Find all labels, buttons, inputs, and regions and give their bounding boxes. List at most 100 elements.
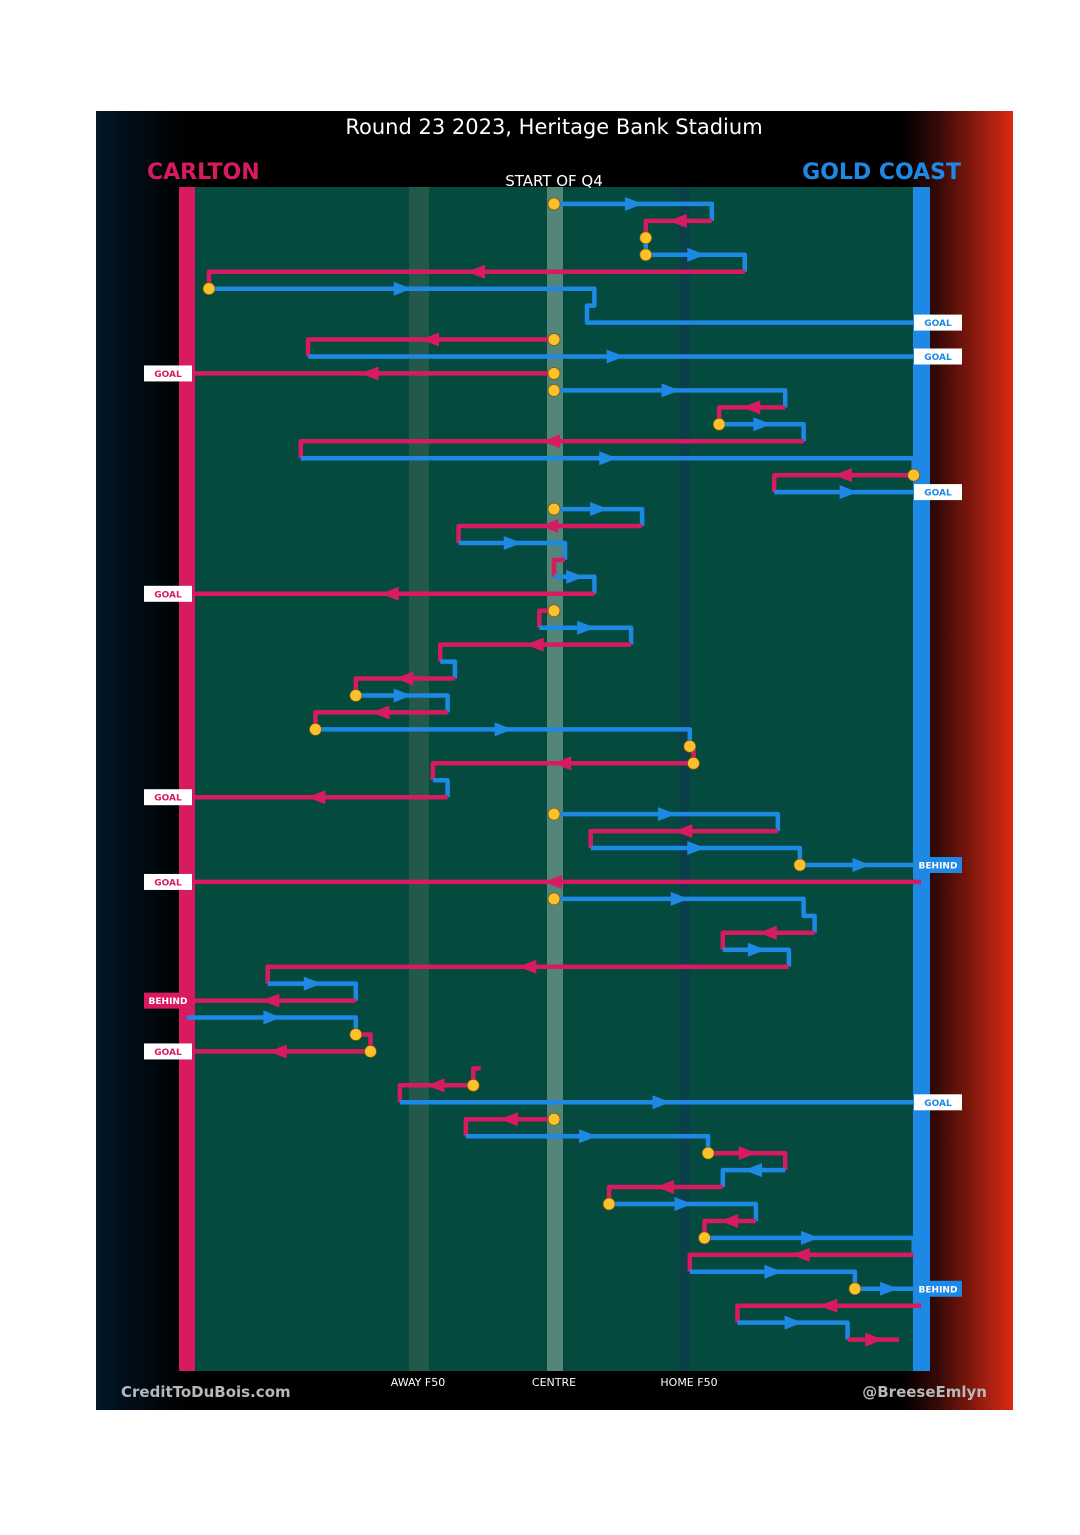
direction-arrow-20	[566, 569, 585, 584]
direction-arrow-9	[661, 383, 680, 398]
outcome-badge-4	[914, 484, 962, 501]
direction-arrow-55	[655, 1180, 674, 1195]
direction-arrow-54	[744, 1163, 763, 1178]
chain-path-35	[588, 828, 778, 848]
home-f50-line	[679, 187, 690, 1371]
possession-change-marker-5	[547, 333, 561, 346]
possession-change-marker-1	[547, 197, 561, 211]
outcome-label-10: GOAL	[154, 1048, 182, 1058]
credit-right: @BreeseEmlyn	[862, 1383, 987, 1401]
tick-label-home-f50: HOME F50	[660, 1376, 717, 1389]
chain-path-18	[458, 540, 568, 560]
direction-arrow-17	[540, 519, 559, 533]
chain-path-11	[719, 422, 806, 442]
possession-change-marker-6	[547, 367, 561, 380]
outcome-badges: GOAL GOAL GOAL GOAL GOAL GOAL BEHIND GOAL BEHIND…	[144, 314, 962, 1297]
possession-change-marker-13	[309, 723, 322, 736]
chain-path-14	[771, 472, 914, 493]
chain-path-9	[554, 388, 788, 408]
goldcoast-goal-line	[913, 187, 930, 1371]
outcome-label-8: GOAL	[154, 878, 182, 888]
possession-change-marker-22	[547, 1112, 561, 1126]
direction-arrow-29	[494, 722, 513, 737]
direction-arrow-27	[393, 688, 412, 703]
direction-arrow-58	[801, 1230, 820, 1245]
chain-path-51	[463, 1117, 554, 1137]
direction-arrow-44	[261, 993, 280, 1008]
direction-arrow-45	[263, 1010, 282, 1025]
chain-path-53	[708, 1150, 788, 1171]
direction-arrow-16	[590, 502, 609, 517]
tick-label-away-f50: AWAY F50	[391, 1376, 445, 1389]
possession-change-marker-4	[202, 282, 216, 296]
chain-paths	[187, 196, 921, 1347]
possession-change-marker-2	[639, 231, 653, 245]
direction-arrow-47	[268, 1044, 287, 1059]
direction-arrow-3	[687, 247, 706, 262]
chain-path-17	[456, 523, 643, 543]
outcome-badge-1	[914, 314, 962, 331]
direction-arrow-14	[833, 468, 852, 483]
outcome-badge-8	[144, 873, 192, 890]
outcome-badge-7	[914, 857, 962, 873]
outcome-label-3: GOAL	[154, 370, 182, 380]
direction-arrow-36	[687, 841, 706, 856]
outcome-badge-12	[914, 1280, 962, 1297]
outcome-label-5: GOAL	[154, 590, 182, 600]
chain-path-41	[722, 947, 792, 967]
direction-arrow-57	[720, 1213, 739, 1228]
direction-arrow-56	[674, 1197, 693, 1211]
possession-change-marker-17	[793, 858, 807, 872]
chain-path-62	[735, 1303, 921, 1323]
direction-arrow-1	[624, 196, 643, 211]
possession-change-marker-14	[683, 739, 697, 753]
chain-path-54	[720, 1167, 786, 1187]
direction-arrow-60	[764, 1264, 783, 1279]
period-label: START OF Q4	[505, 172, 603, 190]
chain-path-56	[609, 1201, 759, 1221]
direction-arrow-64	[865, 1332, 884, 1347]
direction-arrow-62	[819, 1298, 838, 1313]
credit-left: CreditToDuBois.com	[121, 1383, 291, 1401]
direction-arrow-35	[674, 824, 693, 839]
outcome-badge-3	[144, 365, 192, 382]
outcome-label-6: GOAL	[154, 794, 182, 804]
possession-change-marker-7	[547, 383, 561, 397]
direction-arrow-15	[839, 485, 858, 500]
direction-arrow-8	[360, 366, 379, 381]
direction-arrow-24	[525, 637, 544, 652]
chain-path-27	[355, 693, 450, 713]
direction-arrow-6	[421, 332, 440, 347]
chain-path-23	[539, 625, 634, 645]
direction-arrow-52	[579, 1129, 598, 1144]
chain-path-32	[432, 778, 450, 798]
direction-arrow-38	[544, 874, 562, 889]
outcome-label-7: BEHIND	[919, 862, 958, 872]
outcome-label-2: GOAL	[924, 353, 952, 363]
chain-path-25	[440, 659, 458, 679]
direction-arrow-23	[577, 620, 596, 635]
possession-change-marker-15	[687, 756, 700, 770]
outcome-badge-2	[914, 348, 962, 365]
chain-path-42	[265, 964, 789, 984]
direction-arrow-63	[784, 1315, 803, 1330]
chain-path-39	[554, 896, 817, 933]
possession-change-marker-18	[547, 892, 561, 906]
direction-arrow-7	[606, 349, 625, 364]
chain-path-49	[397, 1083, 474, 1103]
direction-arrow-59	[791, 1247, 810, 1262]
direction-arrow-37	[852, 858, 871, 872]
carlton-team-label: CARLTON	[147, 160, 260, 185]
direction-arrow-4	[466, 264, 485, 279]
direction-arrow-40	[758, 925, 777, 940]
away-f50-line	[409, 187, 429, 1371]
possession-change-marker-23	[701, 1146, 715, 1160]
centre-line	[547, 187, 563, 1371]
outcome-badge-11	[914, 1094, 962, 1111]
direction-arrow-61	[879, 1281, 898, 1296]
direction-arrow-21	[380, 586, 399, 601]
direction-arrow-34	[657, 807, 676, 822]
outcome-badge-9	[144, 992, 192, 1009]
possession-change-marker-9	[907, 468, 921, 482]
chain-path-40	[720, 930, 815, 950]
